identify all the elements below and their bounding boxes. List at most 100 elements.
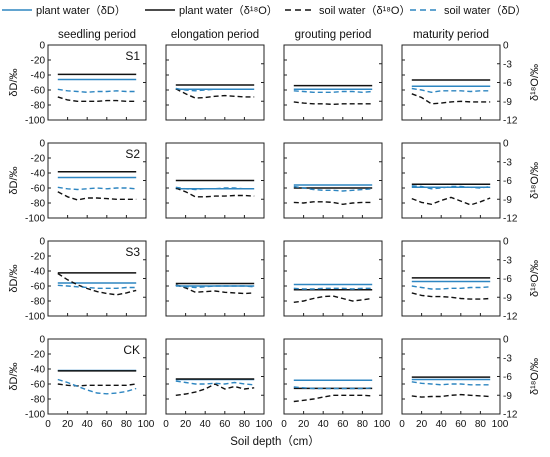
x-tick-label: 0 (399, 419, 405, 430)
x-tick-label: 80 (475, 419, 487, 430)
series-soil-water-dD (57, 186, 137, 191)
y-tick-label: 0 (39, 41, 45, 52)
series-soil-water-dD (57, 88, 137, 94)
x-tick-label: 40 (318, 419, 330, 430)
y-tick-label: -100 (25, 116, 45, 127)
y-right-tick-label: -6 (503, 176, 512, 187)
panel-s1-3 (283, 44, 383, 121)
legend: plant water（δD） plant water（δ¹⁸O） soil wat… (2, 4, 527, 17)
y-right-tick-label: -6 (503, 78, 512, 89)
series-soil-water-dD (293, 386, 373, 390)
y-tick-label: 0 (39, 139, 45, 150)
series-soil-water-d18O (293, 101, 373, 106)
panel-s3-3 (283, 240, 383, 317)
legend-label-1: plant water（δD） (36, 4, 126, 17)
panel-s3-2 (165, 240, 265, 317)
y-tick-label: -80 (31, 395, 46, 406)
series-soil-water-d18O (175, 88, 255, 99)
y-axis-label-right: δ¹⁸O/‰ (529, 64, 541, 101)
panel-s3-4 (401, 240, 501, 317)
series-soil-water-dD (293, 185, 373, 192)
series-soil-water-d18O (293, 201, 373, 206)
y-tick-label: -20 (31, 252, 46, 263)
series-soil-water-d18O (411, 93, 491, 105)
x-axis-title: Soil depth（cm） (230, 435, 319, 448)
x-tick-label: 60 (101, 419, 113, 430)
x-tick-label: 0 (163, 419, 169, 430)
y-tick-label: -60 (31, 86, 46, 97)
panel-s2-1: S2 (47, 142, 147, 219)
y-axis-label-left: δD/‰ (8, 68, 20, 96)
y-tick-label: -40 (31, 267, 46, 278)
series-soil-water-d18O (57, 383, 137, 387)
x-tick-label: 80 (121, 419, 133, 430)
panel-ck-3 (283, 338, 383, 415)
panel-s1-2 (165, 44, 265, 121)
y-right-tick-label: 0 (503, 41, 509, 52)
series-soil-water-dD (411, 381, 491, 386)
period-title: maturity period (413, 29, 489, 41)
y-right-tick-label: -9 (503, 97, 512, 108)
x-tick-label: 40 (82, 419, 94, 430)
series-soil-water-dD (175, 186, 255, 191)
series-soil-water-dD (57, 378, 137, 395)
y-right-tick-label: -6 (503, 274, 512, 285)
series-soil-water-dD (293, 287, 373, 290)
panel-ck-1: CK (47, 338, 147, 415)
y-axis-label-left: δD/‰ (8, 264, 20, 292)
series-soil-water-d18O (57, 96, 137, 103)
panel-s2-4 (401, 142, 501, 219)
series-soil-water-dD (411, 87, 491, 94)
series-soil-water-d18O (175, 383, 255, 396)
x-tick-label: 100 (492, 419, 509, 430)
y-right-tick-label: -3 (503, 157, 512, 168)
panel-ck-2 (165, 338, 265, 415)
series-soil-water-dD (175, 284, 255, 289)
panel-s1-4 (401, 44, 501, 121)
series-soil-water-d18O (57, 272, 137, 296)
series-soil-water-d18O (411, 393, 491, 398)
x-tick-label: 20 (180, 419, 192, 430)
panel-s3-1: S3 (47, 240, 147, 317)
series-soil-water-dD (411, 285, 491, 290)
panel-frame (283, 142, 383, 219)
y-right-tick-label: 0 (503, 237, 509, 248)
series-soil-water-d18O (293, 295, 373, 303)
series-soil-water-d18O (411, 292, 491, 300)
y-tick-label: 0 (39, 335, 45, 346)
panel-s1-1: S1 (47, 44, 147, 121)
y-right-tick-label: 0 (503, 335, 509, 346)
treatment-label: S2 (125, 147, 140, 161)
series-soil-water-d18O (57, 191, 137, 201)
treatment-label: S3 (125, 245, 140, 259)
panel-frame (283, 44, 383, 121)
series-soil-water-dD (57, 284, 137, 289)
y-tick-label: -20 (31, 154, 46, 165)
y-right-tick-label: -3 (503, 353, 512, 364)
treatment-label: S1 (125, 49, 140, 63)
legend-label-4: soil water（δD） (444, 4, 527, 17)
x-tick-label: 0 (45, 419, 51, 430)
x-tick-label: 20 (62, 419, 74, 430)
y-tick-label: -40 (31, 71, 46, 82)
y-tick-label: -20 (31, 56, 46, 67)
panel-frame (165, 44, 265, 121)
y-right-tick-label: -12 (503, 410, 518, 421)
y-right-tick-label: -9 (503, 293, 512, 304)
y-tick-label: -40 (31, 169, 46, 180)
y-axis-label-left: δD/‰ (8, 166, 20, 194)
panel-frame (401, 44, 501, 121)
x-tick-label: 100 (256, 419, 273, 430)
x-tick-label: 80 (239, 419, 251, 430)
panel-frame (165, 240, 265, 317)
series-soil-water-dD (293, 90, 373, 94)
y-axis-label-left: δD/‰ (8, 362, 20, 390)
period-title: seedling period (58, 29, 136, 41)
y-right-tick-label: -12 (503, 116, 518, 127)
y-tick-label: -80 (31, 101, 46, 112)
panel-frame (401, 142, 501, 219)
y-axis-label-right: δ¹⁸O/‰ (529, 358, 541, 395)
y-right-tick-label: -9 (503, 391, 512, 402)
x-tick-label: 20 (298, 419, 310, 430)
series-soil-water-d18O (175, 284, 255, 295)
